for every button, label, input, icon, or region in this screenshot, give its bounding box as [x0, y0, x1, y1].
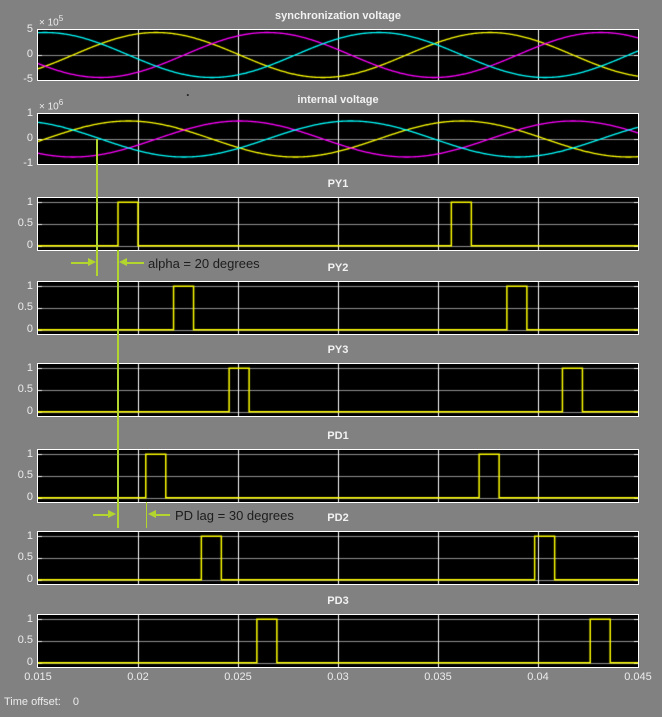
alpha-arrow-shaft-right	[127, 262, 144, 264]
y-tick-label: 0	[26, 405, 33, 417]
panel-title: PY2	[327, 262, 349, 274]
y-tick-label: -5	[23, 73, 33, 85]
y-tick-label: 0.5	[17, 383, 33, 395]
y-tick-label: 0	[26, 239, 33, 251]
exponent-base: × 10	[39, 101, 59, 113]
y-tick-label: 0.5	[17, 469, 33, 481]
y-tick-label: 0	[26, 132, 33, 144]
plot-canvas-py3	[38, 364, 638, 416]
panel-py3: PY3 1 0.5 0	[18, 344, 639, 417]
x-tick-label: 0.025	[224, 671, 252, 683]
alpha-arrow-shaft-left	[71, 262, 89, 264]
y-tick-label: 1	[26, 613, 33, 625]
y-exponent-label: × 106	[39, 98, 63, 112]
y-tick-label: 0.5	[17, 217, 33, 229]
y-tick-label: 1	[26, 196, 33, 208]
time-offset-row: Time offset: 0	[4, 696, 79, 708]
panel-py1: PY1 1 0.5 0	[18, 178, 639, 251]
pdlag-arrowhead-left-icon	[147, 510, 156, 518]
x-tick-label: 0.015	[24, 671, 52, 683]
y-tick-label: 5	[26, 23, 33, 35]
y-tick-label: 1	[26, 530, 33, 542]
y-tick-label: 0.5	[17, 301, 33, 313]
pdlag-annotation-text: PD lag = 30 degrees	[175, 508, 294, 523]
plot-canvas-synchronization-voltage	[38, 30, 638, 80]
panel-title: PD1	[327, 430, 349, 442]
plot-canvas-pd2	[38, 532, 638, 584]
exponent-power: 6	[58, 98, 64, 107]
y-tick-label: 0	[26, 491, 33, 503]
alpha-arrowhead-right-icon	[88, 258, 96, 266]
panel-title: PD3	[327, 595, 349, 607]
pdlag-arrowhead-right-icon	[108, 510, 116, 518]
x-tick-label: 0.04	[527, 671, 549, 683]
plot-canvas-py1	[38, 198, 638, 250]
pd1-firing-line	[145, 502, 147, 528]
x-tick-label: 0.03	[327, 671, 349, 683]
panel-title: synchronization voltage	[275, 10, 401, 22]
panel-title: internal voltage	[297, 94, 379, 106]
y-tick-label: 0	[26, 323, 33, 335]
panel-title: PY3	[327, 344, 349, 356]
panel-py2: PY2 1 0.5 0	[18, 262, 639, 335]
plot-canvas-py2	[38, 282, 638, 334]
plot-canvas-pd1	[38, 450, 638, 502]
time-offset-label: Time offset:	[4, 696, 61, 708]
exponent-power: 5	[58, 14, 64, 23]
y-exponent-label: × 105	[39, 14, 63, 28]
x-tick-label: 0.035	[424, 671, 452, 683]
panel-internal-voltage: internal voltage × 106 1 0 -1	[23, 94, 639, 169]
panel-title: PD2	[327, 512, 349, 524]
y-tick-label: 0.5	[17, 551, 33, 563]
panel-pd2: PD2 1 0.5 0	[18, 512, 639, 585]
y-tick-label: 0	[26, 573, 33, 585]
y-tick-label: 1	[26, 448, 33, 460]
panel-synchronization-voltage: synchronization voltage × 105 5 0 -5	[23, 10, 639, 85]
y-tick-label: 0.5	[17, 634, 33, 646]
y-tick-label: 0	[26, 48, 33, 60]
pdlag-arrow-shaft-right	[155, 514, 170, 516]
y-tick-label: 1	[26, 107, 33, 119]
y-tick-label: 0	[26, 656, 33, 668]
y-tick-label: 1	[26, 362, 33, 374]
x-tick-label: 0.045	[624, 671, 652, 683]
time-offset-value: 0	[72, 696, 79, 708]
stray-dot: .	[186, 84, 190, 99]
y-tick-label: 1	[26, 280, 33, 292]
x-tick-label: 0.02	[127, 671, 149, 683]
alpha-reference-line	[96, 139, 98, 276]
panel-pd1: PD1 1 0.5 0	[18, 430, 639, 503]
panel-title: PY1	[327, 178, 349, 190]
alpha-arrowhead-left-icon	[119, 258, 127, 266]
plot-canvas-internal-voltage	[38, 114, 638, 164]
alpha-annotation-text: alpha = 20 degrees	[148, 256, 260, 271]
plot-canvas-pd3	[38, 615, 638, 667]
exponent-base: × 10	[39, 17, 59, 29]
panel-pd3: PD3 1 0.5 0	[18, 595, 639, 668]
pdlag-arrow-shaft-left	[93, 514, 109, 516]
y-tick-label: -1	[23, 157, 33, 169]
py1-firing-line	[117, 250, 119, 528]
